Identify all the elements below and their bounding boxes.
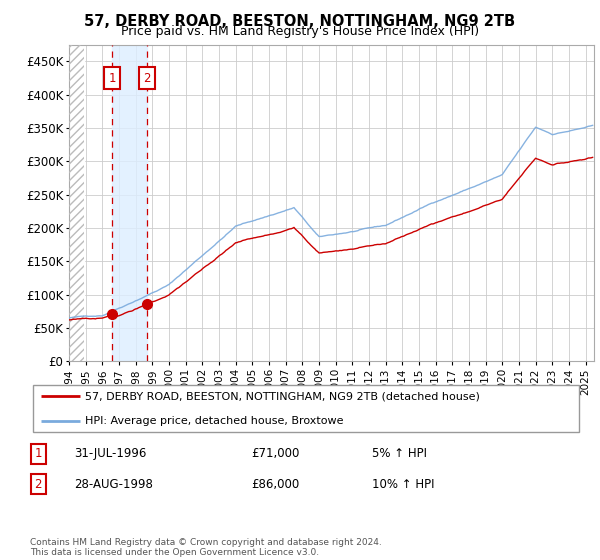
Text: 5% ↑ HPI: 5% ↑ HPI	[372, 447, 427, 460]
Text: 10% ↑ HPI: 10% ↑ HPI	[372, 478, 435, 491]
Text: 28-AUG-1998: 28-AUG-1998	[74, 478, 153, 491]
FancyBboxPatch shape	[33, 385, 579, 432]
Text: 2: 2	[143, 72, 151, 85]
Text: 31-JUL-1996: 31-JUL-1996	[74, 447, 146, 460]
Text: 1: 1	[108, 72, 116, 85]
Text: 57, DERBY ROAD, BEESTON, NOTTINGHAM, NG9 2TB: 57, DERBY ROAD, BEESTON, NOTTINGHAM, NG9…	[85, 14, 515, 29]
Text: Contains HM Land Registry data © Crown copyright and database right 2024.
This d: Contains HM Land Registry data © Crown c…	[30, 538, 382, 557]
Text: £71,000: £71,000	[251, 447, 299, 460]
Bar	[69, 45, 85, 361]
Text: 57, DERBY ROAD, BEESTON, NOTTINGHAM, NG9 2TB (detached house): 57, DERBY ROAD, BEESTON, NOTTINGHAM, NG9…	[85, 391, 480, 401]
Text: HPI: Average price, detached house, Broxtowe: HPI: Average price, detached house, Brox…	[85, 417, 344, 426]
Text: Price paid vs. HM Land Registry's House Price Index (HPI): Price paid vs. HM Land Registry's House …	[121, 25, 479, 38]
Bar	[69, 45, 85, 361]
Text: £86,000: £86,000	[251, 478, 299, 491]
Text: 1: 1	[35, 447, 42, 460]
Text: 2: 2	[35, 478, 42, 491]
Bar	[112, 45, 146, 361]
